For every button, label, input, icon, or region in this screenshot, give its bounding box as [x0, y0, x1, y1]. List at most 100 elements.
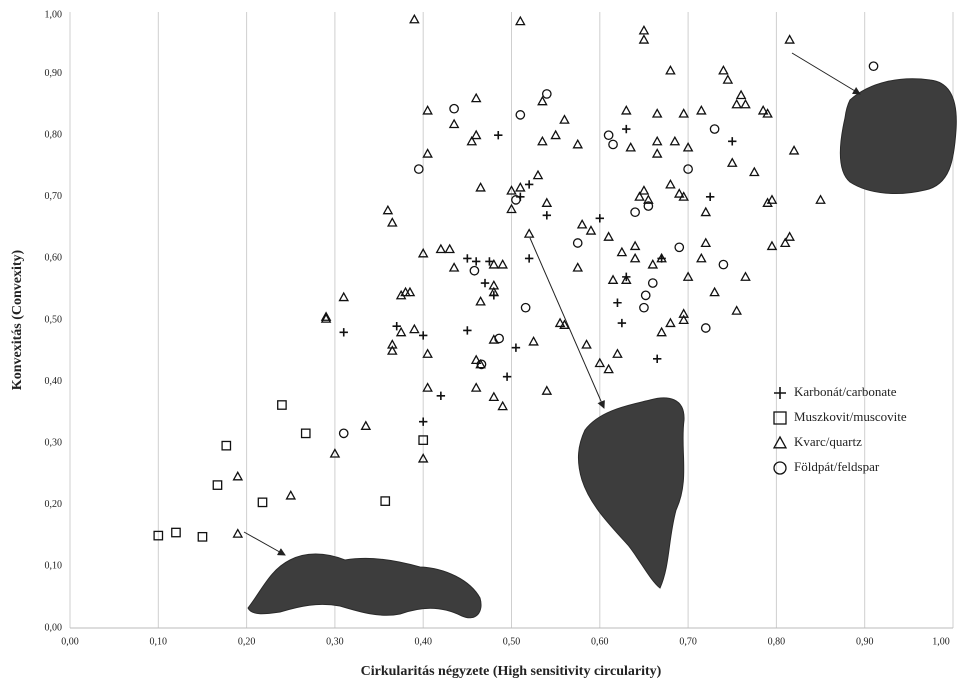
point: [731, 305, 742, 315]
point: [651, 135, 663, 146]
point: [640, 290, 651, 301]
legend: Karbonát/carbonate Muszkovit/muscovite Kva…: [772, 384, 907, 475]
point: [705, 192, 715, 201]
point: [572, 138, 584, 149]
point: [524, 180, 534, 189]
point: [554, 317, 566, 328]
x-tick-label: 0,20: [238, 636, 256, 647]
point: [784, 231, 795, 241]
x-tick-label: 0,40: [414, 636, 432, 647]
point: [404, 286, 416, 297]
point: [678, 191, 689, 201]
point: [409, 13, 420, 24]
point: [639, 302, 649, 313]
x-axis-title: Cirkularitás négyzete (High sensitivity …: [361, 664, 662, 679]
point: [463, 254, 472, 263]
point: [643, 201, 654, 211]
point: [395, 289, 407, 300]
point: [581, 339, 592, 349]
x-tick-label: 0,70: [679, 636, 697, 647]
point: [541, 385, 553, 395]
point: [656, 326, 667, 337]
point: [494, 131, 503, 140]
point: [257, 497, 268, 508]
x-tick-label: 0,30: [326, 636, 344, 647]
point: [528, 336, 539, 346]
legend-label: Földpát/feldspar: [794, 459, 880, 474]
y-tick-label: 0,80: [45, 129, 63, 140]
point: [221, 440, 232, 451]
y-tick-label: 1,00: [45, 9, 63, 20]
point: [395, 326, 407, 337]
point: [766, 194, 778, 204]
legend-label: Muszkovit/muscovite: [794, 409, 907, 424]
point: [422, 382, 433, 392]
point: [320, 313, 332, 323]
point: [511, 195, 521, 205]
point: [718, 259, 729, 270]
point: [520, 302, 531, 313]
point: [651, 148, 663, 158]
x-tick-label: 0,50: [503, 636, 521, 647]
point: [682, 271, 694, 281]
point: [665, 178, 676, 189]
point: [788, 145, 800, 155]
point: [471, 257, 481, 266]
point: [700, 206, 712, 217]
point: [647, 259, 659, 269]
legend-label: Karbonát/carbonate: [794, 384, 897, 399]
point: [585, 225, 597, 235]
point: [683, 164, 693, 174]
point: [572, 262, 584, 272]
point: [709, 286, 720, 297]
x-tick-label: 0,80: [768, 636, 786, 647]
point: [392, 321, 401, 331]
point: [422, 148, 433, 158]
point: [612, 348, 623, 358]
point: [197, 531, 208, 542]
point: [386, 339, 398, 349]
point: [419, 331, 428, 340]
point: [678, 108, 689, 118]
x-tick-label: 1,00: [932, 636, 950, 647]
point: [617, 318, 627, 328]
point: [762, 108, 773, 118]
point: [417, 247, 429, 258]
point: [616, 246, 628, 257]
point: [608, 139, 618, 150]
point: [212, 480, 223, 490]
point: [629, 240, 641, 251]
point: [511, 343, 521, 352]
point: [757, 105, 769, 115]
point: [320, 311, 332, 321]
point: [678, 314, 689, 325]
point: [815, 194, 826, 204]
point: [470, 129, 482, 140]
point: [475, 182, 486, 192]
point: [470, 354, 482, 365]
point: [594, 357, 606, 368]
point: [382, 204, 394, 215]
point: [740, 271, 751, 281]
point: [418, 435, 429, 445]
point: [475, 358, 486, 369]
point: [669, 135, 681, 146]
point: [868, 61, 879, 72]
point: [422, 105, 433, 115]
point: [419, 417, 428, 426]
point: [413, 164, 424, 174]
point: [595, 214, 604, 223]
point: [448, 262, 460, 272]
point: [435, 243, 447, 254]
point: [466, 135, 478, 146]
point: [338, 291, 350, 302]
point: [488, 259, 500, 269]
point: [338, 428, 349, 439]
point: [722, 74, 734, 84]
point: [625, 141, 637, 152]
point: [656, 252, 667, 263]
point: [731, 98, 742, 109]
legend-label: Kvarc/quartz: [794, 434, 862, 449]
point: [409, 323, 420, 334]
point: [629, 252, 641, 263]
